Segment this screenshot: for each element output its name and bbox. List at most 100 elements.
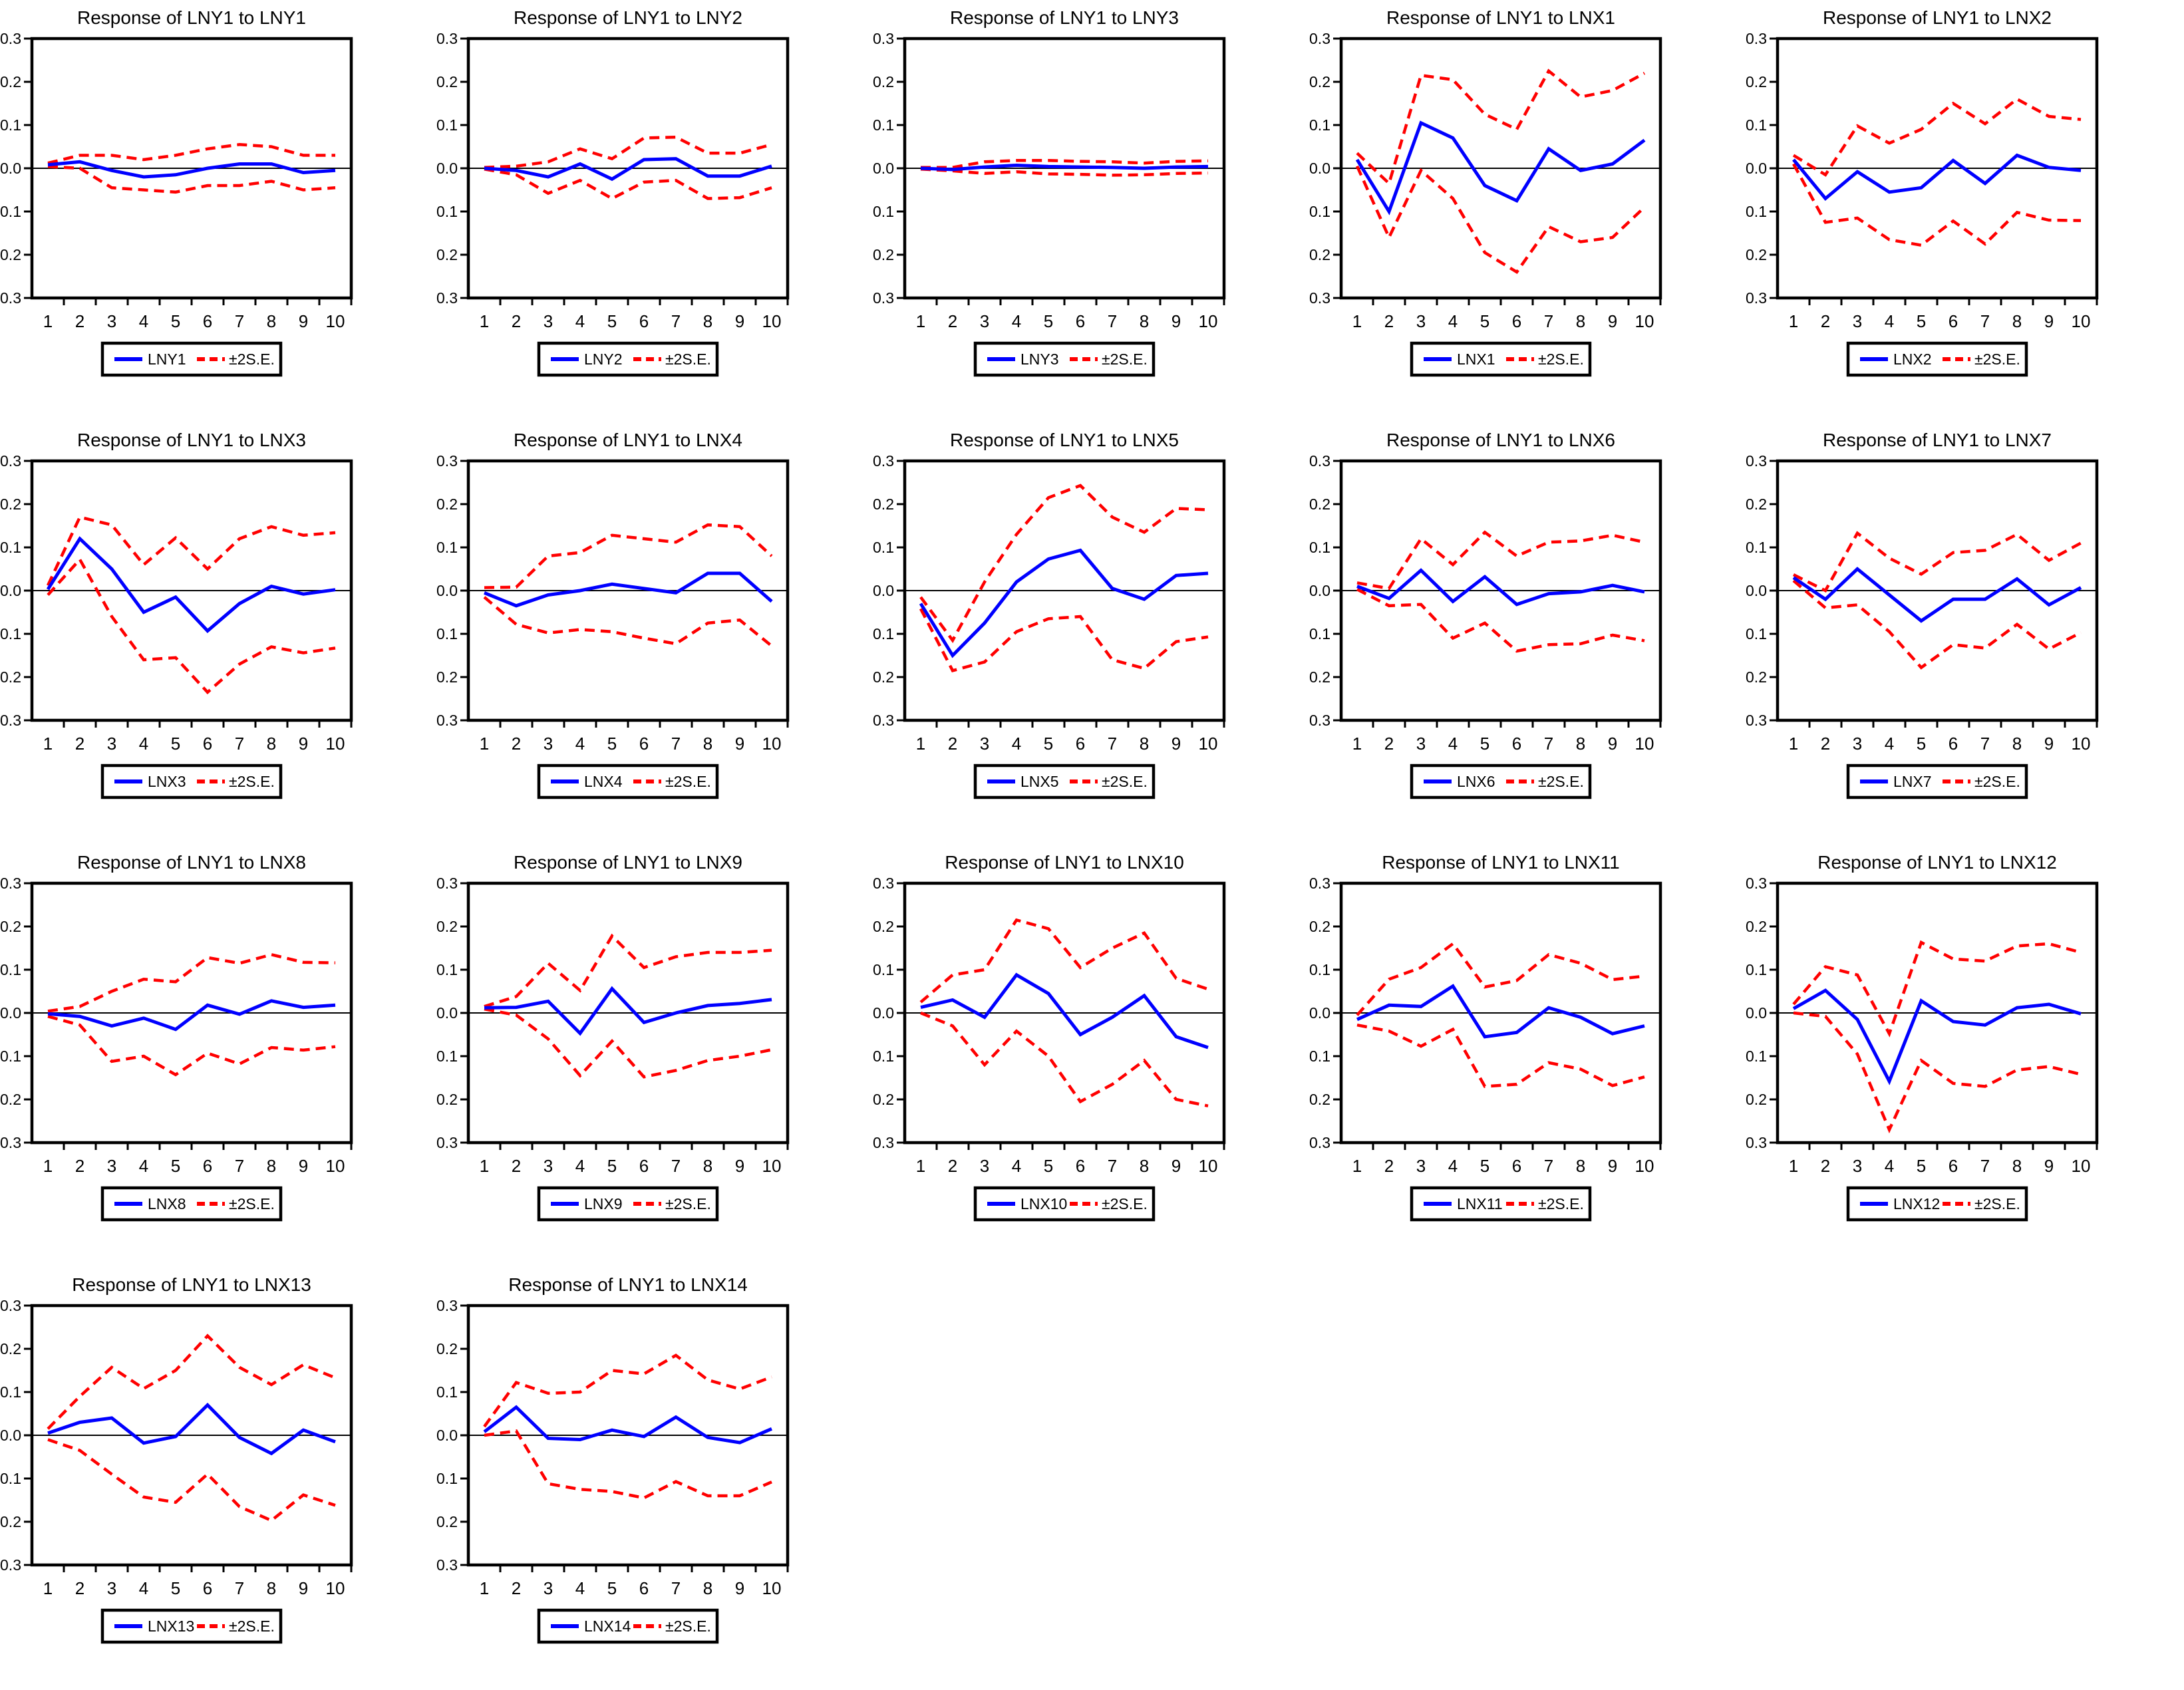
x-tick-label: 2	[512, 1156, 521, 1176]
y-tick-label: -0.3	[0, 712, 21, 729]
y-tick-label: 0.1	[1309, 539, 1330, 556]
x-tick-label: 2	[512, 734, 521, 754]
irf-chart: Response of LNY1 to LNY2 0.3 0.2 0.1 0.0 -0.1…	[436, 0, 873, 422]
x-tick-label: 1	[43, 1578, 53, 1598]
legend-response-label: LNX2	[1893, 351, 1932, 368]
irf-chart: Response of LNY1 to LNX5 0.3 0.2 0.1 0.0 -0.1…	[873, 422, 1309, 845]
legend-se-label: ±2S.E.	[1974, 773, 2020, 790]
y-tick-label: 0.3	[1746, 452, 1767, 470]
upper-se-band-line	[1356, 69, 1646, 186]
lower-se-band-line	[483, 596, 773, 647]
irf-chart-svg: Response of LNY1 to LNX9 0.3 0.2 0.1 0.0 -0.1…	[436, 852, 790, 1222]
x-tick-label: 8	[703, 1156, 712, 1176]
x-tick-label: 5	[1480, 1156, 1489, 1176]
y-tick-label: -0.2	[873, 246, 894, 263]
x-tick-label: 4	[1885, 311, 1894, 331]
y-tick-label: 0.0	[0, 1427, 21, 1444]
chart-title: Response of LNY1 to LNX1	[1386, 7, 1615, 28]
chart-title: Response of LNY1 to LNX14	[508, 1274, 748, 1295]
x-tick-label: 2	[1384, 1156, 1394, 1176]
y-tick-label: -0.3	[1746, 289, 1767, 307]
x-tick-label: 1	[43, 1156, 53, 1176]
x-tick-label: 7	[1108, 734, 1117, 754]
response-line	[47, 1402, 336, 1456]
x-tick-label: 3	[980, 1156, 989, 1176]
y-tick-label: 0.3	[0, 30, 21, 47]
x-tick-label: 5	[1044, 734, 1053, 754]
y-tick-label: 0.2	[0, 73, 21, 90]
legend-response-label: LNX7	[1893, 773, 1932, 790]
x-tick-label: 7	[1980, 734, 1990, 754]
y-tick-label: 0.0	[436, 160, 458, 177]
y-tick-label: -0.1	[436, 203, 458, 220]
legend-se-label: ±2S.E.	[665, 351, 711, 368]
legend-se-label: ±2S.E.	[229, 1195, 275, 1212]
x-tick-label: 6	[203, 734, 212, 754]
x-tick-label: 3	[1416, 1156, 1426, 1176]
x-tick-label: 7	[235, 1578, 244, 1598]
x-tick-label: 6	[203, 1156, 212, 1176]
legend-se-label: ±2S.E.	[229, 773, 275, 790]
x-tick-label: 3	[1853, 311, 1862, 331]
x-tick-label: 6	[203, 1578, 212, 1598]
x-tick-label: 6	[639, 734, 649, 754]
x-tick-label: 8	[267, 734, 276, 754]
x-tick-label: 6	[1512, 734, 1521, 754]
lower-se-band-line	[47, 165, 336, 194]
x-tick-label: 6	[1512, 311, 1521, 331]
y-tick-label: 0.0	[1309, 160, 1330, 177]
y-tick-label: -0.2	[436, 668, 458, 686]
x-tick-label: 5	[607, 734, 617, 754]
x-tick-label: 7	[1108, 1156, 1117, 1176]
lower-se-band-line	[1356, 588, 1645, 653]
x-tick-label: 5	[1480, 311, 1489, 331]
x-tick-label: 6	[639, 311, 649, 331]
chart-title: Response of LNY1 to LNX3	[77, 430, 306, 450]
plot-area	[903, 881, 1226, 1145]
legend-response-label: LNX1	[1457, 351, 1495, 368]
y-tick-label: 0.1	[0, 1383, 21, 1401]
x-tick-label: 9	[299, 1156, 308, 1176]
upper-se-band-line	[47, 952, 336, 1013]
x-tick-label: 2	[1821, 734, 1830, 754]
upper-se-band-line	[47, 1334, 336, 1430]
x-tick-label: 9	[1171, 1156, 1181, 1176]
y-tick-label: 0.1	[1746, 961, 1767, 978]
x-tick-label: 6	[1949, 1156, 1958, 1176]
x-tick-label: 2	[1384, 311, 1394, 331]
x-tick-label: 8	[267, 311, 276, 331]
x-tick-label: 4	[139, 1578, 148, 1598]
irf-chart: Response of LNY1 to LNX10 0.3 0.2 0.1 0.0 -0.…	[873, 845, 1309, 1267]
y-tick-label: 0.0	[873, 582, 894, 599]
x-tick-label: 2	[1821, 1156, 1830, 1176]
legend-response-label: LNY1	[148, 351, 186, 368]
x-tick-label: 8	[703, 734, 712, 754]
x-tick-label: 4	[575, 1156, 585, 1176]
x-tick-label: 10	[326, 1578, 345, 1598]
y-tick-label: 0.0	[0, 1004, 21, 1022]
x-tick-label: 9	[299, 734, 308, 754]
y-tick-label: 0.1	[0, 539, 21, 556]
x-tick-label: 5	[607, 1156, 617, 1176]
y-tick-label: 0.2	[436, 495, 458, 513]
x-tick-label: 10	[762, 311, 782, 331]
x-tick-label: 9	[735, 1578, 744, 1598]
legend-se-label: ±2S.E.	[1974, 351, 2020, 368]
y-tick-label: -0.1	[1309, 1048, 1330, 1065]
legend-response-label: LNX12	[1893, 1195, 1940, 1212]
y-tick-label: 0.3	[1746, 30, 1767, 47]
x-tick-label: 4	[1448, 734, 1458, 754]
plot-area	[466, 881, 790, 1145]
x-tick-label: 8	[703, 311, 712, 331]
y-tick-label: 0.1	[873, 961, 894, 978]
x-tick-label: 8	[267, 1578, 276, 1598]
chart-title: Response of LNY1 to LNX2	[1823, 7, 2052, 28]
x-tick-label: 10	[762, 1578, 782, 1598]
x-tick-label: 4	[1012, 734, 1021, 754]
x-tick-label: 3	[544, 311, 553, 331]
upper-se-band-line	[484, 523, 773, 589]
x-tick-label: 1	[1352, 1156, 1362, 1176]
upper-se-band-line	[919, 918, 1209, 1004]
irf-chart: Response of LNY1 to LNX6 0.3 0.2 0.1 0.0 -0.1…	[1309, 422, 1746, 845]
x-tick-label: 6	[639, 1578, 649, 1598]
